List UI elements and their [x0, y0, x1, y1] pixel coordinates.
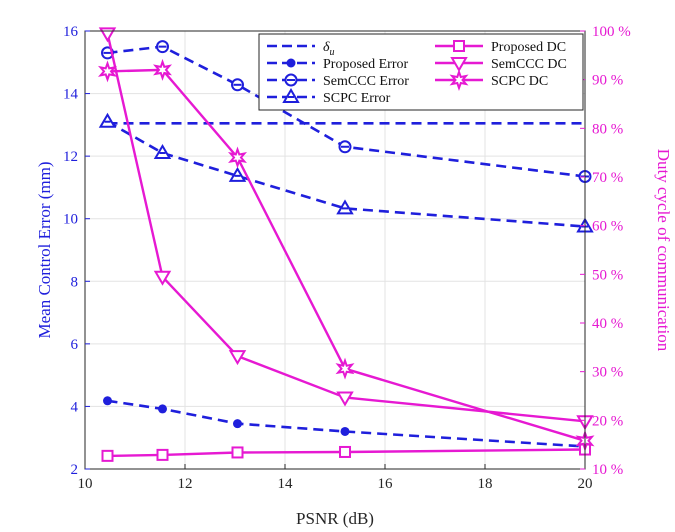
legend-marker [449, 68, 469, 92]
legend-entry: SemCCC DC [435, 57, 567, 72]
y-right-tick-label: 100 % [592, 24, 631, 40]
legend-label: SemCCC DC [491, 57, 567, 72]
x-tick-label: 18 [478, 476, 493, 492]
y-right-tick-label: 90 % [592, 73, 623, 89]
plot-frame [84, 30, 586, 470]
y-right-tick-label: 70 % [592, 170, 623, 186]
x-tick-label: 12 [178, 476, 193, 492]
legend-label: Proposed Error [323, 57, 408, 72]
y-axis-right-label: Duty cycle of communication [654, 149, 673, 352]
data-point [153, 270, 172, 286]
series-line [107, 45, 586, 178]
data-point [231, 78, 244, 92]
x-tick-label: 10 [78, 476, 93, 492]
series-6 [97, 58, 595, 452]
legend-marker [453, 40, 465, 52]
legend-label: Proposed DC [491, 40, 566, 55]
y-left-tick-label: 8 [71, 274, 79, 290]
data-point [231, 446, 244, 459]
y-right-tick-label: 10 % [592, 462, 623, 478]
y-left-tick-label: 2 [71, 462, 79, 478]
y-right-tick-label: 30 % [592, 365, 623, 381]
legend-label: SemCCC Error [323, 74, 409, 89]
y-right-tick-label: 80 % [592, 121, 623, 137]
legend-marker [284, 73, 298, 87]
legend-label: δu [323, 40, 335, 58]
data-point [156, 40, 169, 54]
data-point [228, 166, 247, 182]
legend-label: SCPC DC [491, 74, 548, 89]
legend-entry: Proposed Error [267, 57, 408, 72]
data-point [336, 391, 354, 407]
legend-label: SCPC Error [323, 91, 391, 106]
legend-marker [450, 57, 468, 72]
legend-entry: Proposed DC [435, 40, 566, 55]
data-point [338, 140, 352, 154]
data-point [103, 396, 112, 406]
y-left-tick-label: 10 [63, 212, 78, 228]
legend-entry: SCPC DC [435, 68, 548, 92]
legend-marker [282, 88, 300, 103]
data-point [227, 146, 248, 169]
data-point [153, 144, 172, 160]
x-axis-label: PSNR (dB) [296, 509, 374, 528]
data-point [156, 448, 169, 461]
y-left-tick-label: 16 [63, 24, 79, 40]
data-point [335, 357, 355, 380]
y-left-tick-label: 4 [71, 399, 79, 415]
y-left-tick-label: 6 [71, 337, 79, 353]
y-right-tick-label: 50 % [592, 267, 623, 283]
series-layer [97, 27, 595, 462]
x-tick-label: 14 [278, 476, 294, 492]
x-tick-label: 16 [378, 476, 394, 492]
y-right-tick-label: 20 % [592, 413, 623, 429]
data-point [98, 112, 117, 128]
y-left-tick-label: 12 [63, 149, 78, 165]
legend-entry: SemCCC Error [267, 73, 409, 89]
legend-entry: SCPC Error [267, 88, 391, 106]
data-point [158, 404, 167, 414]
ticks: 10 12 14 16 18 20 2 4 6 8 10 12 14 16 10 % 20 % 30 % 40 %… [63, 24, 631, 492]
data-point [339, 445, 351, 458]
data-point [233, 419, 242, 429]
data-point [228, 350, 247, 366]
y-right-tick-label: 60 % [592, 219, 623, 235]
data-point [97, 60, 118, 83]
data-point [340, 426, 350, 436]
legend-entry: δu [267, 40, 335, 58]
legend-marker [286, 58, 296, 68]
data-point [101, 449, 114, 462]
data-point [152, 58, 173, 81]
x-tick-label: 20 [578, 476, 593, 492]
y-right-tick-label: 40 % [592, 316, 623, 332]
y-left-tick-label: 14 [63, 87, 79, 103]
y-axis-left-label: Mean Control Error (mm) [35, 161, 54, 338]
data-point [336, 199, 354, 215]
